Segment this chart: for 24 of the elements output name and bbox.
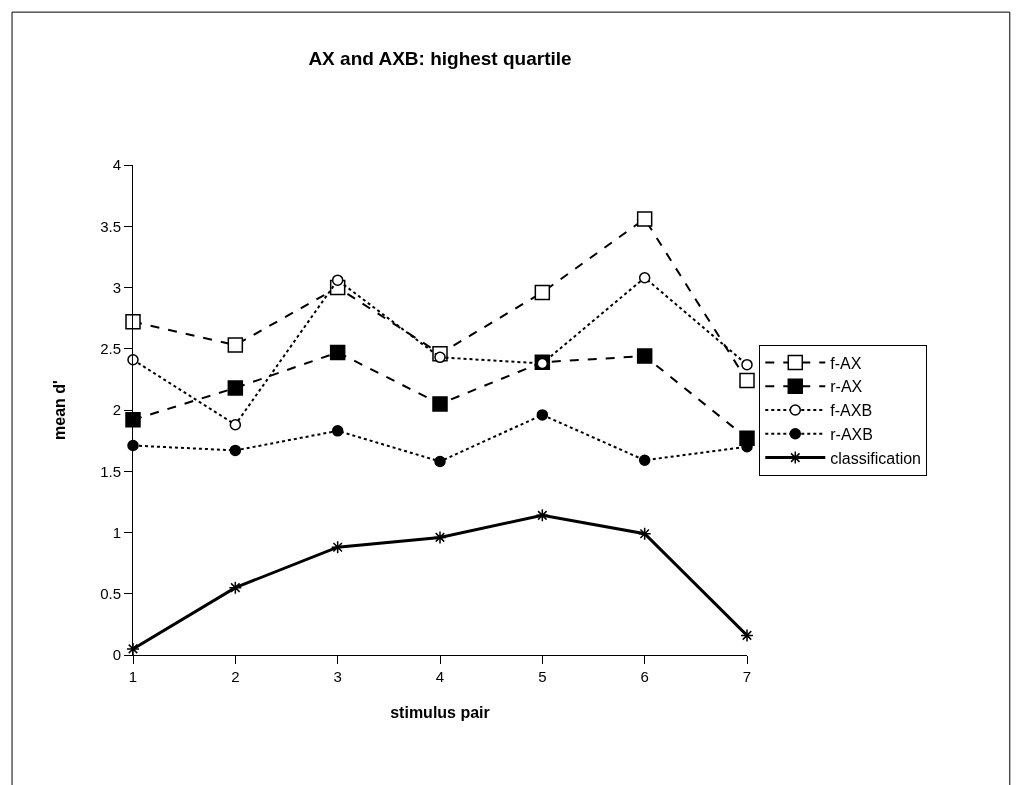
y-tick-label: 1.5: [100, 462, 121, 480]
x-tick-label: 6: [640, 668, 649, 685]
legend-label: f-AXB: [830, 402, 873, 420]
x-tick-label: 4: [435, 668, 445, 685]
y-tick-label: 2: [112, 401, 121, 419]
y-tick-label: 1: [112, 523, 121, 541]
y-tick-label: 3: [112, 278, 121, 296]
y-tick-label: 4: [112, 156, 121, 174]
y-tick-label: 0.5: [100, 585, 121, 602]
y-tick-label: 3.5: [100, 217, 121, 235]
y-axis-title: mean d': [51, 380, 69, 440]
x-tick-label: 3: [333, 668, 342, 685]
x-tick-label: 7: [742, 668, 752, 685]
x-tick-label: 5: [538, 668, 547, 685]
x-tick-label: 1: [128, 668, 138, 685]
legend-label: classification: [830, 449, 921, 467]
legend-label: r-AXB: [830, 426, 873, 444]
y-tick-label: 2.5: [100, 340, 121, 357]
chart-title: AX and AXB: highest quartile: [308, 47, 572, 69]
y-tick-label: 0: [112, 646, 121, 664]
x-tick-label: 2: [231, 668, 240, 685]
legend-label: f-AX: [830, 354, 862, 372]
legend-label: r-AX: [830, 378, 863, 396]
x-axis-title: stimulus pair: [390, 703, 490, 721]
